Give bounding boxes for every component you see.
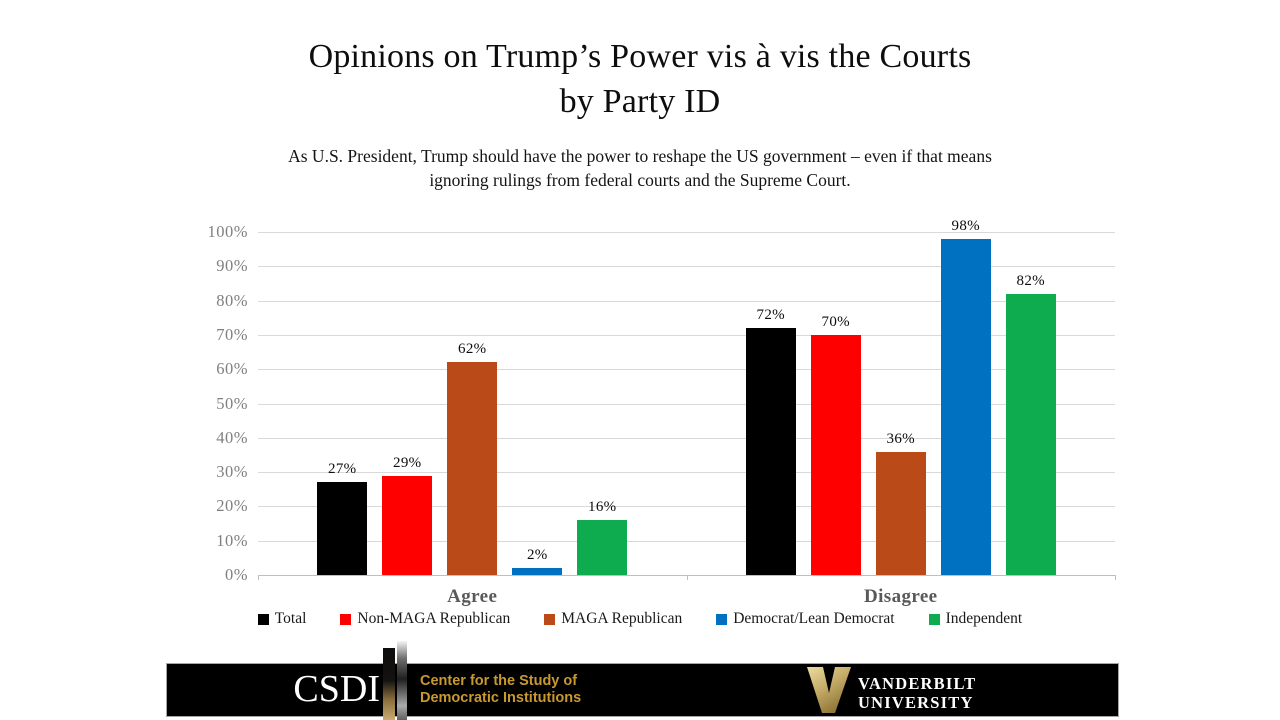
gridline — [258, 266, 1115, 268]
bar-agree-democrat-lean-democrat — [512, 568, 563, 575]
chart-legend: Total Non-MAGA Republican MAGA Republican D… — [0, 610, 1280, 628]
gridline — [258, 437, 1115, 439]
y-axis-tick-label: 10% — [216, 530, 248, 550]
legend-swatch-icon — [544, 613, 556, 625]
gridline — [258, 300, 1115, 302]
y-axis-tick-label: 0% — [225, 565, 248, 584]
gridline — [258, 472, 1115, 474]
legend-swatch-icon — [716, 613, 728, 625]
gridline — [258, 232, 1115, 233]
data-label: 16% — [588, 499, 617, 516]
y-axis-tick-label: 90% — [216, 256, 248, 276]
y-axis-tick-label: 20% — [216, 496, 248, 516]
legend-label: Total — [274, 610, 307, 627]
legend-label: Non-MAGA Republican — [357, 610, 511, 627]
data-label: 29% — [393, 454, 422, 471]
legend-swatch-icon — [340, 613, 352, 625]
bar-agree-total — [317, 482, 368, 575]
x-axis-tick — [258, 575, 259, 580]
category-label-agree: Agree — [447, 586, 498, 607]
data-label: 27% — [328, 461, 357, 478]
chart-title-line2: by Party ID — [559, 83, 721, 120]
gridline — [258, 369, 1115, 371]
plot-area: 27% 29% 62% 2% 16% Agree 72% 70% 36% 98% 82% Disagr… — [258, 218, 1116, 607]
data-label: 36% — [886, 430, 915, 447]
vanderbilt-university-text: VANDERBILT UNIVERSITY — [858, 674, 976, 712]
bar-disagree-non-maga-republican — [810, 334, 861, 575]
csdi-divider-gray — [397, 641, 407, 720]
csdi-name-line1: Center for the Study of — [420, 673, 578, 689]
legend-label: MAGA Republican — [561, 610, 683, 627]
legend-label: Democrat/Lean Democrat — [733, 610, 895, 627]
data-label: 82% — [1016, 272, 1045, 289]
legend-item-independent: Independent — [928, 610, 1023, 628]
y-axis-tick-label: 100% — [207, 222, 248, 241]
bar-disagree-independent — [1005, 293, 1056, 575]
bar-agree-independent — [577, 520, 628, 575]
gridline — [258, 403, 1115, 405]
gridline — [258, 506, 1115, 508]
bar-agree-non-maga-republican — [382, 475, 433, 575]
data-label: 72% — [756, 307, 785, 324]
chart-subtitle-line1: As U.S. President, Trump should have the… — [288, 146, 992, 166]
data-label: 70% — [821, 313, 850, 330]
y-axis-tick-label: 40% — [216, 427, 248, 447]
y-axis-tick-label: 80% — [216, 290, 248, 310]
gridline — [258, 540, 1115, 542]
bar-disagree-total — [745, 328, 796, 575]
vanderbilt-line1: VANDERBILT — [858, 674, 977, 693]
data-label: 98% — [951, 217, 980, 234]
footer-bar — [166, 663, 1119, 717]
csdi-name-line2: Democratic Institutions — [420, 690, 582, 706]
csdi-logo-text: CSDI — [293, 668, 380, 710]
bar-disagree-maga-republican — [875, 451, 926, 575]
y-axis-tick-label: 60% — [216, 359, 248, 379]
data-label: 2% — [526, 547, 548, 564]
legend-item-non-maga-republican: Non-MAGA Republican — [340, 610, 510, 628]
legend-swatch-icon — [257, 613, 269, 625]
data-label: 62% — [458, 341, 487, 358]
legend-item-maga-republican: MAGA Republican — [544, 610, 682, 628]
chart-subtitle-line2: ignoring rulings from federal courts and… — [429, 170, 851, 190]
category-label-disagree: Disagree — [863, 586, 938, 607]
legend-label: Independent — [945, 610, 1023, 627]
gridline — [258, 334, 1115, 336]
vanderbilt-v-icon — [807, 667, 851, 713]
bar-agree-maga-republican — [447, 362, 498, 575]
y-axis-tick-label: 50% — [216, 393, 248, 413]
y-axis-tick-label: 70% — [216, 324, 248, 344]
x-axis-tick — [1115, 575, 1116, 580]
y-axis-tick-label: 30% — [216, 462, 248, 482]
chart-title-line1: Opinions on Trump’s Power vis à vis the … — [308, 38, 972, 75]
chart-title: Opinions on Trump’s Power vis à vis the … — [0, 34, 1280, 124]
legend-item-democrat-lean-democrat: Democrat/Lean Democrat — [716, 610, 895, 628]
chart-subtitle: As U.S. President, Trump should have the… — [0, 144, 1280, 192]
csdi-center-name: Center for the Study of Democratic Insti… — [420, 673, 581, 707]
bar-disagree-democrat-lean-democrat — [940, 238, 991, 575]
csdi-divider-tan — [383, 648, 395, 720]
vanderbilt-line2: UNIVERSITY — [858, 693, 974, 712]
x-axis-tick — [686, 575, 688, 580]
legend-swatch-icon — [928, 613, 940, 625]
legend-item-total: Total — [257, 610, 307, 628]
